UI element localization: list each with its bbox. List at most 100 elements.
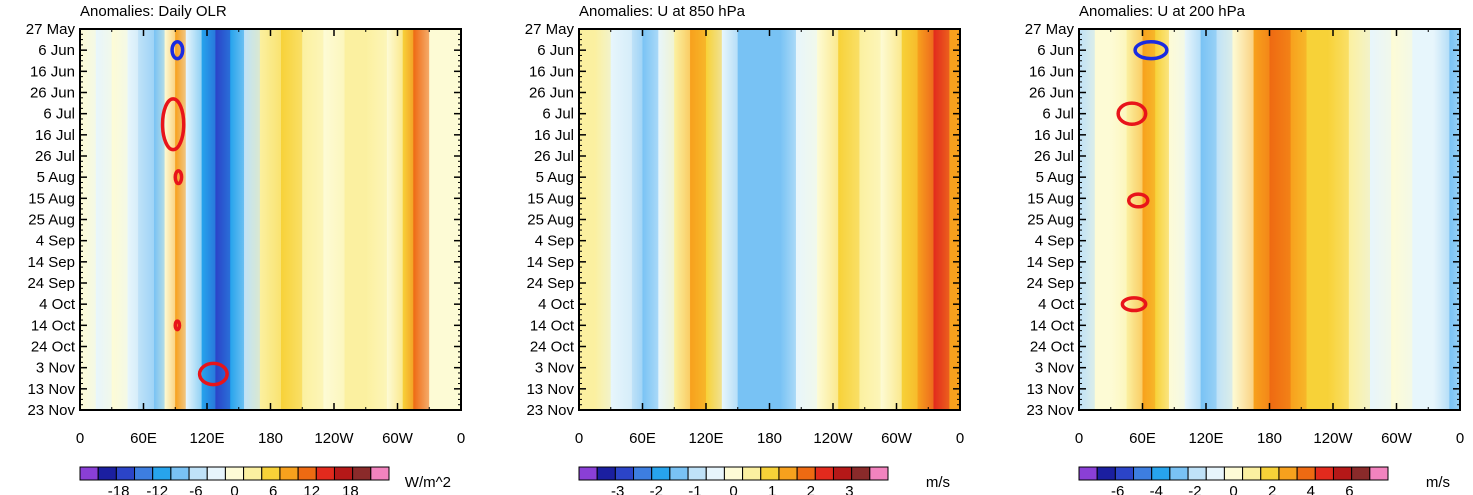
y-tick-label: 14 Sep	[27, 254, 75, 271]
field-band	[111, 29, 128, 410]
colorbar-swatch	[279, 466, 299, 481]
y-tick-label: 26 Jul	[1034, 148, 1074, 165]
x-tick-label: 60W	[1381, 430, 1413, 447]
y-tick-label: 13 Nov	[1026, 381, 1074, 398]
y-tick-label: 27 May	[525, 21, 575, 38]
colorbar-swatch	[705, 466, 725, 481]
red-contour	[173, 169, 184, 186]
field-band	[795, 29, 818, 410]
colorbar-swatch	[115, 466, 136, 481]
field-band	[706, 29, 722, 410]
x-tick-label: 120W	[314, 430, 354, 447]
colorbar-label: 1	[768, 483, 776, 495]
colorbar-swatch	[206, 466, 226, 481]
field-band	[901, 29, 918, 410]
colorbar-units: m/s	[926, 474, 950, 491]
colorbar-swatch	[79, 466, 99, 481]
y-tick-label: 23 Nov	[1026, 402, 1074, 419]
y-tick-label: 6 Jun	[1037, 42, 1074, 59]
colorbar-label: -12	[146, 483, 168, 495]
y-tick-label: 3 Nov	[535, 360, 575, 377]
red-contour	[1116, 101, 1148, 126]
y-tick-label: 13 Nov	[526, 381, 574, 398]
field-band	[1094, 29, 1111, 410]
field-band	[1216, 29, 1233, 410]
colorbar-label: 0	[1229, 483, 1237, 495]
colorbar-labels: -3 -2 -1 0 1 2 3	[611, 483, 854, 495]
y-tick-label: 25 Aug	[1027, 212, 1074, 229]
colorbar-swatch	[651, 466, 671, 481]
y-tick-label: 14 Oct	[1030, 317, 1075, 334]
y-tick-label: 6 Jun	[537, 42, 574, 59]
colorbar-swatch	[687, 466, 707, 481]
y-tick-label: 26 Jun	[30, 85, 75, 102]
y-tick-label: 6 Jul	[542, 106, 574, 123]
y-tick-label: 23 Nov	[526, 402, 574, 419]
colorbar-labels: -18 -12 -6 0 6 12 18	[108, 483, 359, 495]
field-band	[386, 29, 403, 410]
field-band	[721, 29, 738, 410]
blue-contour	[1133, 39, 1169, 61]
field-band	[658, 29, 675, 410]
x-tick-label: 60W	[382, 430, 414, 447]
field-band	[402, 29, 414, 410]
colorbar-swatch	[832, 466, 853, 481]
field-band	[95, 29, 112, 410]
y-tick-label: 24 Oct	[530, 339, 575, 356]
x-tick-label: 180	[258, 430, 283, 447]
y-tick-label: 15 Aug	[1027, 190, 1074, 207]
colorbar-label: -6	[1111, 483, 1124, 495]
x-tick-label: 60E	[629, 430, 656, 447]
field-band	[758, 29, 781, 410]
field-band	[164, 29, 176, 410]
field-band	[323, 29, 345, 410]
field-band	[859, 29, 881, 410]
colorbar-swatch	[243, 466, 263, 481]
colorbar-units: m/s	[1426, 474, 1450, 491]
colorbar-label: -3	[611, 483, 624, 495]
field-band	[1370, 29, 1392, 410]
field-band	[1232, 29, 1254, 410]
colorbar-swatch	[1187, 466, 1207, 481]
x-tick-label: 120W	[813, 430, 853, 447]
colorbar-label: -2	[650, 483, 663, 495]
y-tick-label: 26 Jun	[529, 85, 574, 102]
y-tick-label: 4 Oct	[39, 296, 76, 313]
y-tick-label: 5 Aug	[536, 169, 574, 186]
y-tick-label: 24 Sep	[27, 275, 75, 292]
x-tick-label: 120W	[1313, 430, 1353, 447]
colorbar-labels: -6 -4 -2 0 2 4 6	[1111, 483, 1354, 495]
y-tick-label: 16 Jun	[1029, 63, 1074, 80]
colorbar	[79, 466, 390, 481]
colorbar-swatch	[778, 466, 798, 481]
colorbar-swatch	[760, 466, 780, 481]
field-band	[80, 29, 96, 410]
field-band	[1391, 29, 1413, 410]
colorbar-label: 4	[1307, 483, 1315, 495]
y-tick-label: 27 May	[1025, 21, 1075, 38]
y-tick-label: 24 Oct	[31, 339, 76, 356]
field-band	[631, 29, 643, 410]
field-band	[817, 29, 839, 410]
colorbar-swatch	[851, 466, 871, 481]
field-band	[674, 29, 691, 410]
axis-ticks	[79, 28, 462, 411]
y-tick-label: 25 Aug	[28, 212, 75, 229]
y-tick-label: 24 Sep	[1026, 275, 1074, 292]
colorbar-swatch	[1096, 466, 1116, 481]
colorbar-swatch	[1296, 466, 1316, 481]
field-band	[1142, 29, 1156, 410]
colorbar-label: -6	[189, 483, 202, 495]
x-tick-labels: 0 60E 120E 180 120W 60W 0	[76, 430, 465, 447]
field-band	[344, 29, 366, 410]
y-tick-label: 15 Aug	[527, 190, 574, 207]
anomaly-field	[579, 29, 960, 410]
colorbar-label: -2	[1188, 483, 1201, 495]
y-tick-label: 6 Jun	[38, 42, 75, 59]
y-tick-label: 23 Nov	[27, 402, 75, 419]
colorbar	[1078, 466, 1389, 481]
field-band	[690, 29, 706, 410]
colorbar-label: 0	[230, 483, 238, 495]
x-tick-label: 120E	[189, 430, 224, 447]
